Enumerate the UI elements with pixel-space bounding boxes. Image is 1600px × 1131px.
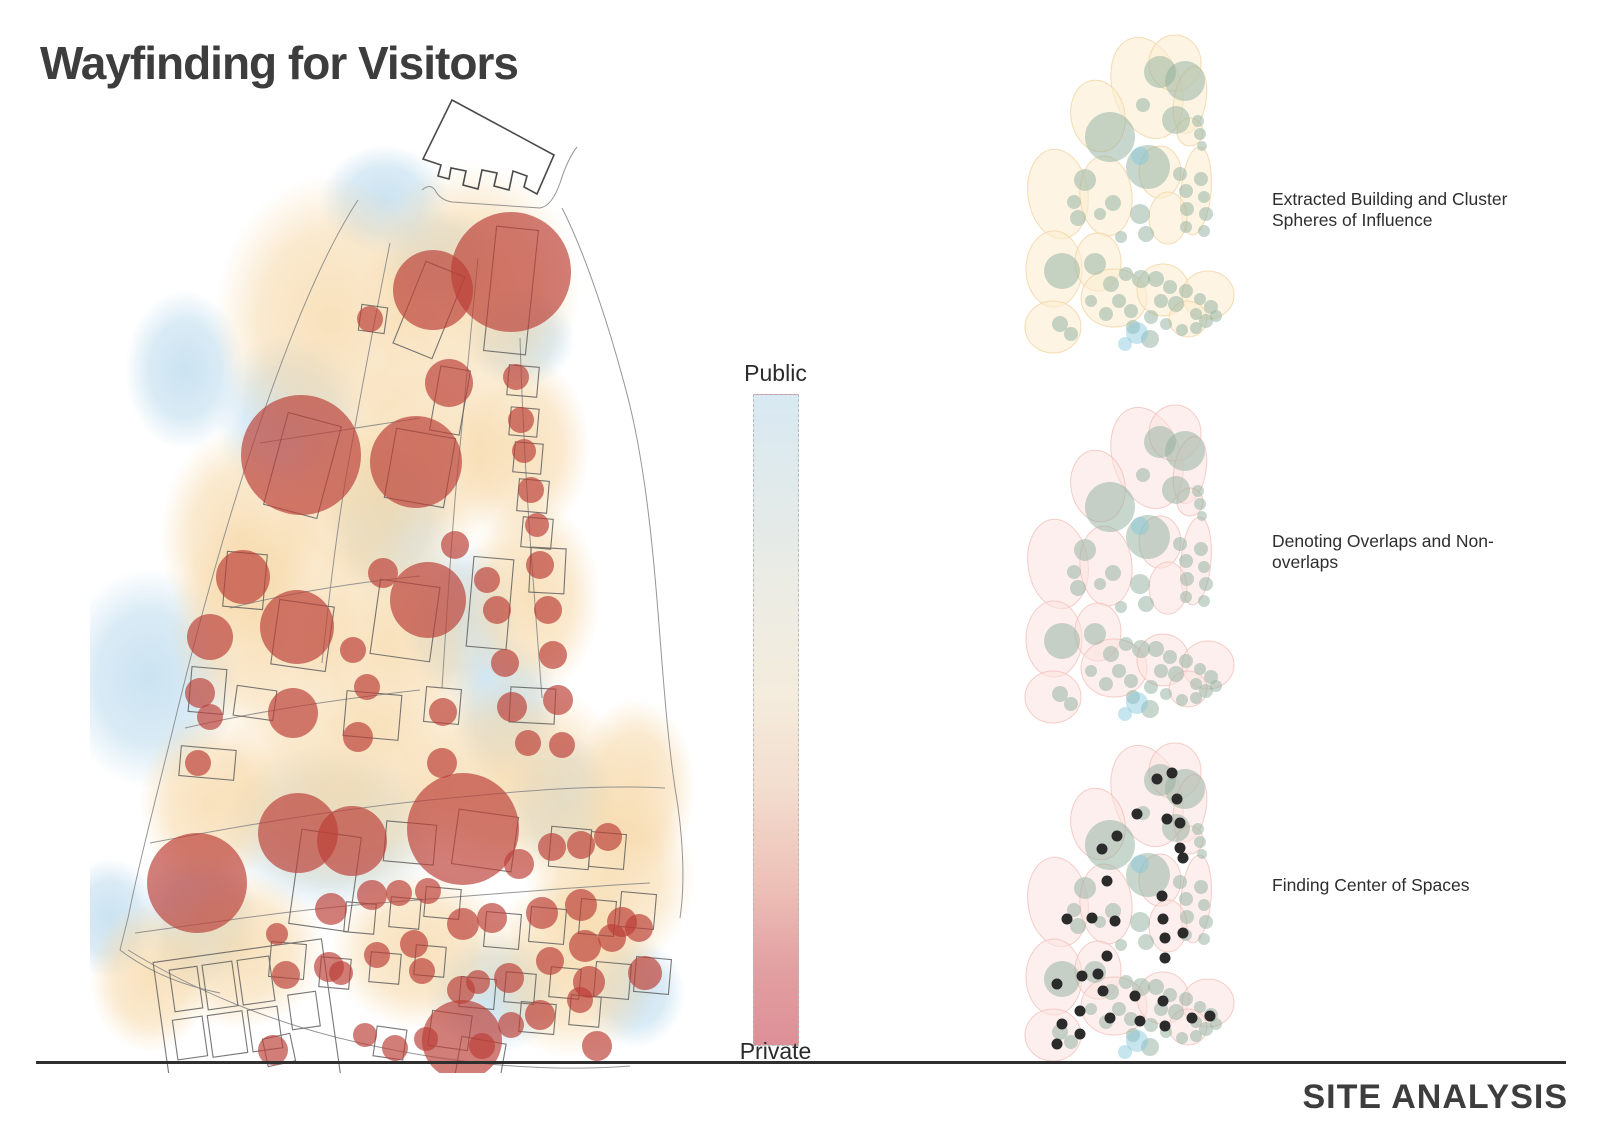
site-map xyxy=(90,98,695,1073)
diagram-centers xyxy=(1024,742,1235,1062)
label-overlaps: Denoting Overlaps and Non-overlaps xyxy=(1272,531,1494,572)
footer-title: SITE ANALYSIS xyxy=(1302,1078,1568,1116)
water-spheres xyxy=(1118,517,1149,721)
page-title: Wayfinding for Visitors xyxy=(40,37,519,89)
water-spheres xyxy=(1118,147,1149,351)
legend-gradient-bar xyxy=(752,394,799,1046)
legend-public-label: Public xyxy=(744,360,807,386)
label-centers: Finding Center of Spaces xyxy=(1272,875,1470,895)
public-private-legend: Public Private xyxy=(718,360,833,1064)
privacy-circles xyxy=(147,212,662,1073)
label-spheres-of-influence: Extracted Building and Cluster Spheres o… xyxy=(1272,189,1508,230)
divider-line xyxy=(36,1061,1566,1064)
water-spheres xyxy=(1118,855,1149,1059)
diagram-spheres-of-influence xyxy=(1024,34,1235,354)
legend-private-label: Private xyxy=(739,1038,812,1064)
large-building-outline xyxy=(421,98,556,196)
building-spheres xyxy=(1044,426,1222,718)
center-dots xyxy=(1051,767,1216,1050)
building-spheres xyxy=(1044,56,1222,348)
building-spheres xyxy=(1044,764,1222,1056)
diagram-overlaps xyxy=(1024,404,1235,724)
